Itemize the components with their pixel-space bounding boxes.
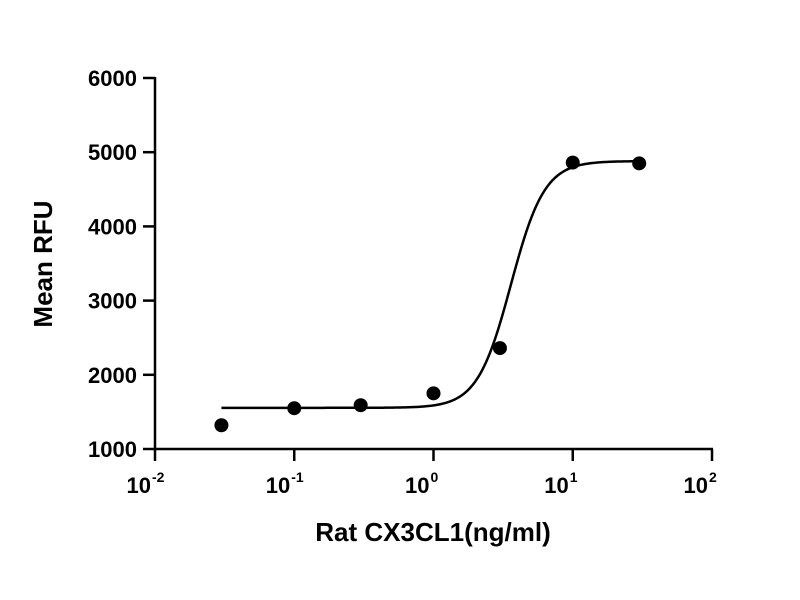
x-tick-label: 10 1 — [544, 469, 577, 498]
data-points — [214, 155, 647, 433]
y-tick-label: 6000 — [88, 66, 137, 91]
x-tick-label: 10 -1 — [266, 469, 304, 498]
y-tick-label: 3000 — [88, 289, 137, 314]
x-tick-label-base: 10 — [405, 473, 429, 498]
fit-curve — [221, 159, 640, 410]
x-tick-label-base: 10 — [266, 473, 290, 498]
y-tick-label: 5000 — [88, 140, 137, 165]
y-tick-label: 1000 — [88, 437, 137, 462]
x-tick-label-exponent: -2 — [152, 469, 165, 485]
data-point — [426, 386, 441, 401]
data-point — [565, 155, 580, 170]
x-tick-label-exponent: -1 — [291, 469, 304, 485]
x-tick-label: 10 0 — [405, 469, 438, 498]
x-tick-label-base: 10 — [544, 473, 568, 498]
x-tick-label: 10 -2 — [127, 469, 165, 498]
y-axis-title: Mean RFU — [28, 200, 58, 327]
x-tick-label-exponent: 2 — [709, 469, 717, 485]
x-tick-label-exponent: 0 — [431, 469, 439, 485]
data-point — [353, 398, 368, 413]
x-tick-label-base: 10 — [127, 473, 151, 498]
data-point — [492, 341, 507, 356]
y-tick-label: 4000 — [88, 214, 137, 239]
x-tick-label-base: 10 — [684, 473, 708, 498]
x-axis-ticks: 10 -2 10 -1 10 0 10 1 10 2 — [127, 449, 717, 498]
data-point — [287, 401, 302, 416]
x-tick-label: 10 2 — [684, 469, 717, 498]
data-point — [214, 418, 229, 433]
y-tick-label: 2000 — [88, 363, 137, 388]
x-tick-label-exponent: 1 — [570, 469, 578, 485]
data-point — [632, 156, 647, 171]
y-axis-ticks: 1000 2000 3000 4000 5000 6000 — [88, 66, 155, 462]
x-axis-title: Rat CX3CL1(ng/ml) — [315, 517, 550, 547]
